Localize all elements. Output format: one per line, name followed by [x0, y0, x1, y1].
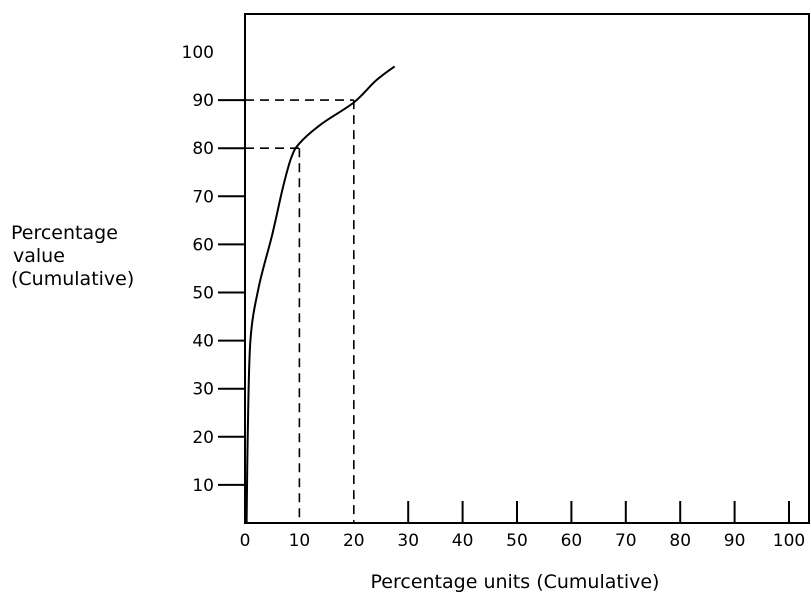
y-tick-label-70: 70 — [192, 187, 214, 207]
y-tick-label-90: 90 — [192, 91, 214, 111]
plot-frame — [244, 13, 810, 524]
x-axis-ticks: 0 10 20 30 40 50 60 70 80 90 100 — [240, 501, 805, 551]
y-tick-label-80: 80 — [192, 139, 214, 159]
x-tick-label-70: 70 — [615, 531, 637, 551]
x-tick-label-0: 0 — [240, 531, 251, 551]
x-tick-label-90: 90 — [724, 531, 746, 551]
reference-lines — [245, 99, 355, 523]
y-axis-title-line-1: Percentage — [11, 222, 118, 244]
y-tick-label-100: 100 — [182, 43, 214, 63]
y-tick-label-20: 20 — [192, 428, 214, 448]
x-tick-label-80: 80 — [669, 531, 691, 551]
y-tick-label-50: 50 — [192, 284, 214, 304]
y-axis-title-line-3: (Cumulative) — [11, 268, 134, 290]
y-tick-label-40: 40 — [192, 332, 214, 352]
y-axis-title: Percentage value (Cumulative) — [11, 222, 134, 290]
x-tick-label-50: 50 — [506, 531, 528, 551]
cumulative-curve — [245, 65, 396, 524]
x-axis-title: Percentage units (Cumulative) — [371, 571, 660, 593]
y-tick-label-60: 60 — [192, 235, 214, 255]
y-axis-ticks: 10 20 30 40 50 60 70 80 90 100 — [182, 43, 245, 496]
y-tick-label-30: 30 — [192, 380, 214, 400]
x-tick-label-30: 30 — [397, 531, 419, 551]
x-tick-label-20: 20 — [343, 531, 365, 551]
y-axis-title-line-2: value — [13, 245, 65, 267]
x-tick-label-10: 10 — [289, 531, 311, 551]
x-tick-label-60: 60 — [561, 531, 583, 551]
x-tick-label-100: 100 — [773, 531, 805, 551]
x-tick-label-40: 40 — [452, 531, 474, 551]
y-tick-label-10: 10 — [192, 476, 214, 496]
